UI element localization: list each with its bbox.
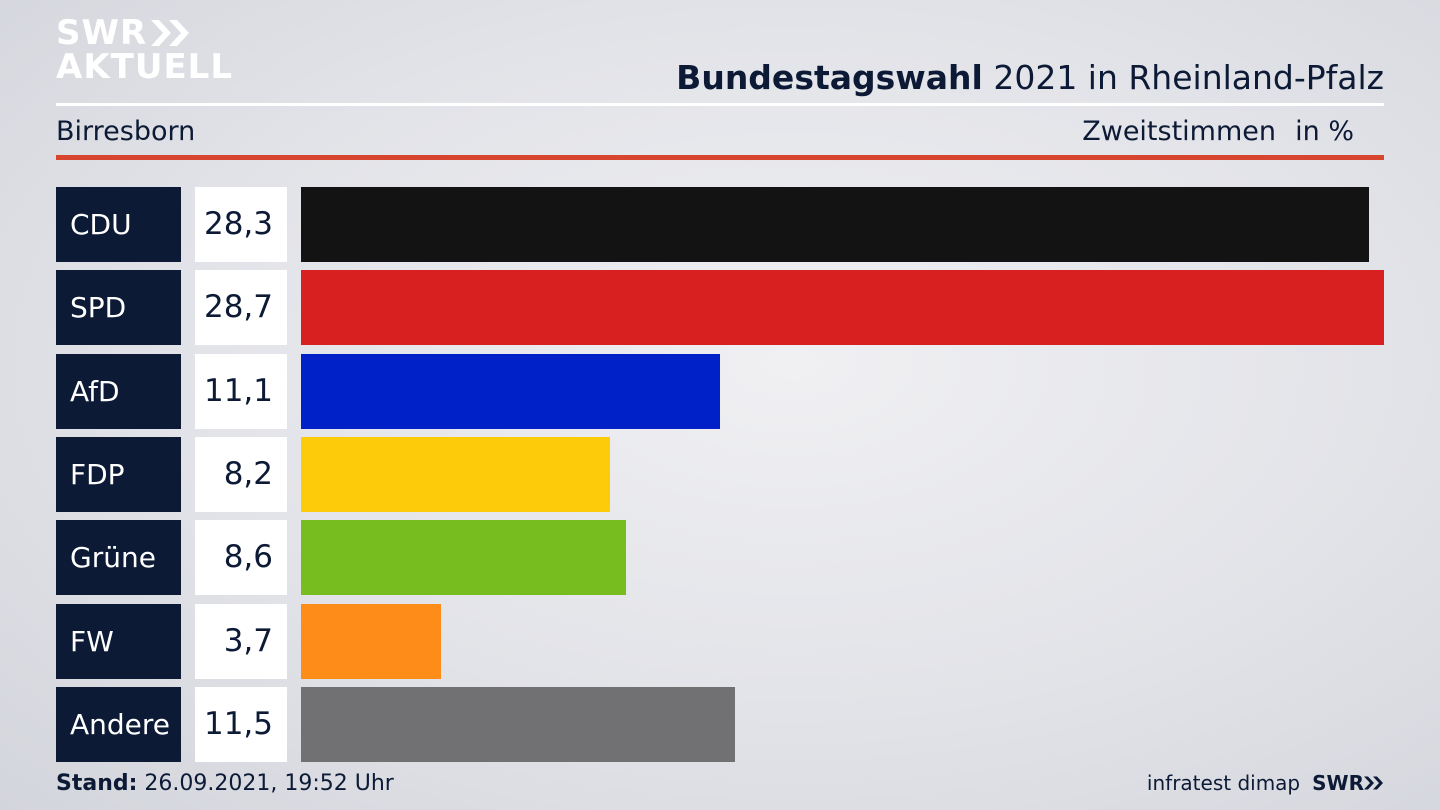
unit-label: in % — [1295, 116, 1354, 147]
accent-divider — [56, 155, 1384, 160]
chart-row: SPD 28,7 — [56, 270, 1384, 346]
logo-line2: AKTUELL — [56, 47, 234, 87]
chart-row: CDU 28,3 — [56, 187, 1384, 262]
bar-cdu — [301, 187, 1369, 262]
chart-row: AfD 11,1 — [56, 353, 1384, 429]
bar-fw — [301, 603, 441, 679]
swr-aktuell-logo: SWR AKTUELL — [56, 16, 233, 84]
party-label: AfD — [56, 353, 181, 429]
page-title: Bundestagswahl 2021 in Rheinland-Pfalz — [676, 58, 1384, 97]
party-label: Grüne — [56, 520, 181, 596]
value-label: 8,6 — [195, 520, 287, 596]
region-label: Birresborn — [56, 116, 196, 147]
value-label: 3,7 — [195, 603, 287, 679]
party-label: FW — [56, 603, 181, 679]
party-label: FDP — [56, 436, 181, 512]
header-divider — [56, 103, 1384, 106]
title-rest: 2021 in Rheinland-Pfalz — [993, 58, 1384, 97]
bar-afd — [301, 353, 720, 429]
stand-value: 26.09.2021, 19:52 Uhr — [144, 771, 394, 796]
double-chevron-icon — [1364, 776, 1383, 790]
party-label: Andere — [56, 686, 181, 762]
chart-row: Grüne 8,6 — [56, 520, 1384, 596]
title-bold: Bundestagswahl — [676, 58, 983, 97]
value-label: 28,7 — [195, 270, 287, 346]
source-label: infratest dimap — [1146, 771, 1301, 795]
source-credit: infratest dimap SWR — [1147, 771, 1384, 795]
bar-spd — [301, 270, 1384, 346]
stand-label: Stand: — [56, 771, 138, 796]
logo-line1: SWR — [56, 13, 148, 53]
vote-type-label: Zweitstimmen — [1082, 116, 1276, 147]
value-label: 8,2 — [195, 436, 287, 512]
value-label: 11,1 — [195, 353, 287, 429]
swr-footer-text: SWR — [1312, 771, 1364, 795]
party-label: CDU — [56, 187, 181, 262]
value-label: 28,3 — [195, 187, 287, 262]
chart-row: FW 3,7 — [56, 603, 1384, 679]
timestamp: Stand: 26.09.2021, 19:52 Uhr — [56, 771, 394, 796]
swr-footer-logo: SWR — [1312, 771, 1384, 795]
bar-grüne — [301, 520, 626, 596]
chart-row: FDP 8,2 — [56, 436, 1384, 512]
double-chevron-icon — [151, 20, 190, 46]
party-label: SPD — [56, 270, 181, 346]
chart-row: Andere 11,5 — [56, 686, 1384, 762]
value-label: 11,5 — [195, 686, 287, 762]
bar-andere — [301, 686, 735, 762]
bar-fdp — [301, 436, 610, 512]
